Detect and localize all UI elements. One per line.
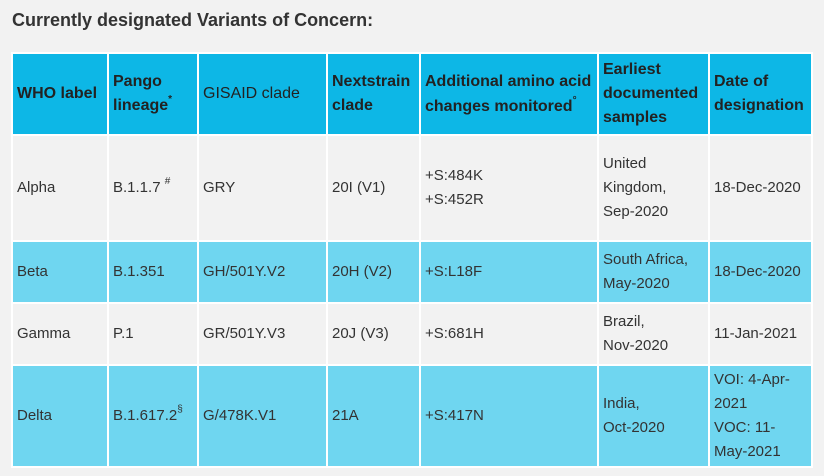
who-label-cell: Gamma xyxy=(11,302,109,366)
pango-cell: P.1 xyxy=(107,302,199,366)
table-row: Beta B.1.351 GH/501Y.V2 20H (V2) +S:L18F… xyxy=(11,240,813,304)
pango-value: B.1.1.7 xyxy=(113,179,161,196)
table-row: Gamma P.1 GR/501Y.V3 20J (V3) +S:681H Br… xyxy=(11,302,813,366)
pango-cell: B.1.617.2§ xyxy=(107,364,199,468)
col-header-who-label: WHO label xyxy=(11,52,109,136)
nextstrain-cell: 20I (V1) xyxy=(326,134,421,242)
samples-line: Sep-2020 xyxy=(603,203,669,220)
table-header-row: WHO label Pango lineage* GISAID clade Ne… xyxy=(11,52,813,136)
who-label-cell: Delta xyxy=(11,364,109,468)
col-header-amino-line2: changes monitored xyxy=(425,98,573,115)
pango-footnote-mark: # xyxy=(164,176,171,187)
pango-cell: B.1.1.7 # xyxy=(107,134,199,242)
amino-changes-cell: +S:L18F xyxy=(419,240,599,304)
pango-footnote-mark: § xyxy=(177,404,183,415)
samples-line: United xyxy=(603,155,647,172)
amino-changes-cell: +S:681H xyxy=(419,302,599,366)
col-header-amino-acid-changes: Additional amino acid changes monitored° xyxy=(419,52,599,136)
date-line: 2021 xyxy=(714,395,748,412)
samples-line: May-2020 xyxy=(603,275,670,292)
amino-change: +S:681H xyxy=(425,325,484,342)
col-header-gisaid-clade: GISAID clade xyxy=(197,52,328,136)
pango-cell: B.1.351 xyxy=(107,240,199,304)
col-header-pango-mark: * xyxy=(168,93,173,105)
samples-line: Brazil, xyxy=(603,313,645,330)
col-header-date-designation: Date of designation xyxy=(708,52,813,136)
samples-line: Kingdom, xyxy=(603,179,667,196)
date-line: VOI: 4-Apr- xyxy=(714,371,790,388)
table-row: Alpha B.1.1.7 # GRY 20I (V1) +S:484K +S:4… xyxy=(11,134,813,242)
amino-change: +S:L18F xyxy=(425,263,483,280)
col-header-pango-lineage: Pango lineage* xyxy=(107,52,199,136)
samples-line: Oct-2020 xyxy=(603,419,665,436)
date-line: 11-Jan-2021 xyxy=(714,325,798,342)
date-cell: 18-Dec-2020 xyxy=(708,240,813,304)
nextstrain-cell: 20H (V2) xyxy=(326,240,421,304)
gisaid-cell: GR/501Y.V3 xyxy=(197,302,328,366)
col-header-pango-text: Pango lineage xyxy=(113,73,169,114)
amino-change: +S:417N xyxy=(425,407,484,424)
pango-value: B.1.617.2 xyxy=(113,407,178,424)
nextstrain-cell: 20J (V3) xyxy=(326,302,421,366)
col-header-amino-mark: ° xyxy=(572,94,577,106)
date-line: 18-Dec-2020 xyxy=(714,179,801,196)
nextstrain-cell: 21A xyxy=(326,364,421,468)
col-header-amino-line1: Additional amino acid xyxy=(425,73,592,90)
pango-value: P.1 xyxy=(113,325,134,342)
pango-value: B.1.351 xyxy=(113,263,165,280)
earliest-samples-cell: South Africa, May-2020 xyxy=(597,240,710,304)
samples-line: South Africa, xyxy=(603,251,689,268)
earliest-samples-cell: India, Oct-2020 xyxy=(597,364,710,468)
date-cell: 18-Dec-2020 xyxy=(708,134,813,242)
amino-change: +S:452R xyxy=(425,191,484,208)
page-title: Currently designated Variants of Concern… xyxy=(12,10,374,30)
amino-changes-cell: +S:417N xyxy=(419,364,599,468)
col-header-earliest-samples: Earliest documented samples xyxy=(597,52,710,136)
date-cell: VOI: 4-Apr- 2021 VOC: 11- May-2021 xyxy=(708,364,813,468)
earliest-samples-cell: Brazil, Nov-2020 xyxy=(597,302,710,366)
amino-changes-cell: +S:484K +S:452R xyxy=(419,134,599,242)
date-cell: 11-Jan-2021 xyxy=(708,302,813,366)
amino-change: +S:484K xyxy=(425,167,483,184)
variants-table: WHO label Pango lineage* GISAID clade Ne… xyxy=(11,52,813,468)
date-line: VOC: 11- xyxy=(714,419,776,436)
date-line: May-2021 xyxy=(714,443,781,460)
gisaid-cell: G/478K.V1 xyxy=(197,364,328,468)
col-header-nextstrain-clade: Nextstrain clade xyxy=(326,52,421,136)
gisaid-cell: GRY xyxy=(197,134,328,242)
earliest-samples-cell: United Kingdom, Sep-2020 xyxy=(597,134,710,242)
who-label-cell: Beta xyxy=(11,240,109,304)
who-label-cell: Alpha xyxy=(11,134,109,242)
gisaid-cell: GH/501Y.V2 xyxy=(197,240,328,304)
table-row: Delta B.1.617.2§ G/478K.V1 21A +S:417N I… xyxy=(11,364,813,468)
samples-line: Nov-2020 xyxy=(603,337,669,354)
samples-line: India, xyxy=(603,395,640,412)
date-line: 18-Dec-2020 xyxy=(714,263,801,280)
